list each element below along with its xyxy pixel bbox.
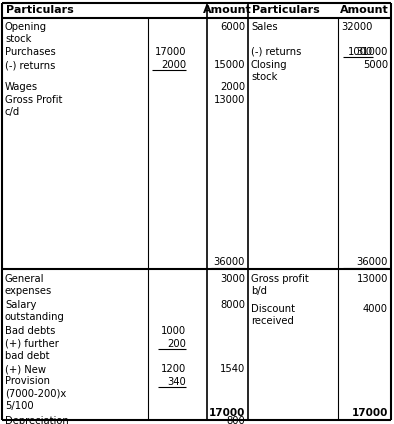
Text: 340: 340 <box>167 377 186 387</box>
Text: 15000: 15000 <box>214 60 245 70</box>
Text: Opening
stock: Opening stock <box>5 22 47 45</box>
Text: 8000: 8000 <box>220 300 245 310</box>
Text: 32000: 32000 <box>342 22 373 32</box>
Text: 36000: 36000 <box>214 257 245 267</box>
Text: Purchases: Purchases <box>5 47 56 57</box>
Text: (+) further
bad debt: (+) further bad debt <box>5 339 59 361</box>
Text: Gross Profit
c/d: Gross Profit c/d <box>5 95 62 117</box>
Text: General
expenses: General expenses <box>5 274 52 296</box>
Text: Sales: Sales <box>251 22 278 32</box>
Text: 36000: 36000 <box>357 257 388 267</box>
Text: 5000: 5000 <box>363 60 388 70</box>
Text: (-) returns: (-) returns <box>5 60 56 70</box>
Text: 2000: 2000 <box>220 82 245 92</box>
Text: 800: 800 <box>226 416 245 424</box>
Text: 13000: 13000 <box>214 95 245 105</box>
Text: Amount: Amount <box>203 5 252 15</box>
Text: 4000: 4000 <box>363 304 388 314</box>
Text: Closing
stock: Closing stock <box>251 60 288 82</box>
Text: Salary
outstanding: Salary outstanding <box>5 300 65 322</box>
Text: 1000: 1000 <box>161 326 186 336</box>
Text: 31000: 31000 <box>357 47 388 57</box>
Text: 2000: 2000 <box>161 60 186 70</box>
Text: Depreciation
on furniture
(8000x10/100): Depreciation on furniture (8000x10/100) <box>5 416 78 424</box>
Text: Amount: Amount <box>340 5 389 15</box>
Text: 17000: 17000 <box>209 408 245 418</box>
Text: 17000: 17000 <box>154 47 186 57</box>
Text: Discount
received: Discount received <box>251 304 295 326</box>
Text: 200: 200 <box>167 339 186 349</box>
Text: 1540: 1540 <box>220 364 245 374</box>
Text: 6000: 6000 <box>220 22 245 32</box>
Text: 13000: 13000 <box>357 274 388 284</box>
Text: Particulars: Particulars <box>6 5 74 15</box>
Text: 1200: 1200 <box>161 364 186 374</box>
Text: 3000: 3000 <box>220 274 245 284</box>
Text: (-) returns: (-) returns <box>251 47 301 57</box>
Text: Gross profit
b/d: Gross profit b/d <box>251 274 309 296</box>
Text: 17000: 17000 <box>351 408 388 418</box>
Text: (+) New
Provision
(7000-200)x
5/100: (+) New Provision (7000-200)x 5/100 <box>5 364 66 411</box>
Text: Particulars: Particulars <box>252 5 320 15</box>
Text: 1000: 1000 <box>348 47 373 57</box>
Text: Wages: Wages <box>5 82 38 92</box>
Text: Bad debts: Bad debts <box>5 326 56 336</box>
